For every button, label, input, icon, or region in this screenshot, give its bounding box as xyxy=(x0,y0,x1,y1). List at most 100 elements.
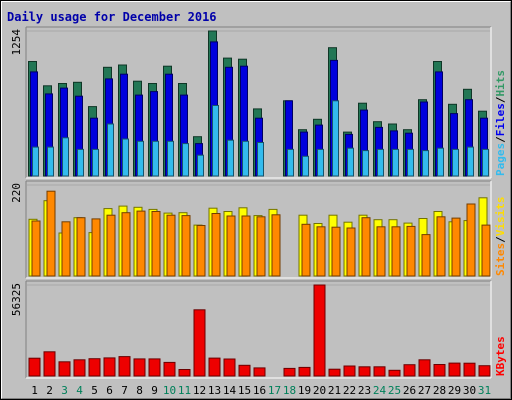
panel-legend: Pages/Files/Hits xyxy=(494,70,507,176)
bar-kbytes-day-4 xyxy=(73,359,86,377)
x-tick-label-day-23: 23 xyxy=(358,384,371,397)
bar-pages-day-2 xyxy=(47,146,54,177)
bar-kbytes-day-9 xyxy=(148,358,161,377)
bar-sites-day-2 xyxy=(46,190,56,277)
panel-max-label: 56325 xyxy=(10,283,23,316)
bar-pages-day-3 xyxy=(62,137,69,177)
bar-pages-day-29 xyxy=(452,148,459,177)
bar-kbytes-day-5 xyxy=(88,358,101,377)
panel-max-label: 220 xyxy=(10,183,23,203)
bar-pages-day-23 xyxy=(362,150,369,177)
x-tick-label-day-21: 21 xyxy=(328,384,341,397)
x-tick-label-day-5: 5 xyxy=(91,384,98,397)
bar-sites-day-20 xyxy=(316,226,326,277)
chart-title: Daily usage for December 2016 xyxy=(7,10,217,24)
bar-pages-day-11 xyxy=(182,143,189,177)
chart-panels: 1254Pages/Files/Hits220Sites/Visits56325… xyxy=(10,26,507,379)
legend-item: Visits xyxy=(494,197,507,237)
bar-kbytes-day-21 xyxy=(328,368,341,377)
x-tick-label-day-26: 26 xyxy=(403,384,416,397)
x-tick-label-day-7: 7 xyxy=(121,384,128,397)
bar-kbytes-day-25 xyxy=(388,369,401,377)
bar-sites-day-1 xyxy=(31,220,41,277)
bar-kbytes-day-15 xyxy=(238,364,251,377)
bar-sites-day-27 xyxy=(421,234,431,277)
x-tick-label-day-31: 31 xyxy=(478,384,491,397)
x-tick-label-day-25: 25 xyxy=(388,384,401,397)
bar-sites-day-30 xyxy=(466,203,476,277)
x-tick-label-day-28: 28 xyxy=(433,384,446,397)
x-axis-labels: 1 2 3 4 5 6 7 8 9 10 11 12 13 14 15 16 17 18 19 20 21 22 23 24 2… xyxy=(31,384,491,397)
x-tick-label-day-6: 6 xyxy=(106,384,113,397)
x-tick-label-day-8: 8 xyxy=(136,384,143,397)
series-pages xyxy=(32,100,489,177)
bar-pages-day-25 xyxy=(392,148,399,177)
x-tick-label-day-19: 19 xyxy=(298,384,311,397)
bar-pages-day-16 xyxy=(257,142,264,177)
bar-sites-day-26 xyxy=(406,225,416,277)
bar-kbytes-day-8 xyxy=(133,358,146,377)
panel-max-label: 1254 xyxy=(10,29,23,56)
bar-pages-day-26 xyxy=(407,148,414,177)
legend-item: / xyxy=(494,136,507,143)
bar-pages-day-24 xyxy=(377,148,384,177)
bar-kbytes-day-31 xyxy=(478,365,491,377)
bar-sites-day-10 xyxy=(166,214,176,277)
series-sites xyxy=(31,190,491,277)
x-tick-label-day-11: 11 xyxy=(178,384,191,397)
bar-kbytes-day-22 xyxy=(343,365,356,377)
bar-sites-day-11 xyxy=(181,215,191,277)
bar-pages-day-4 xyxy=(77,148,84,177)
bar-kbytes-day-6 xyxy=(103,357,116,377)
panel-3: 56325 KBytes xyxy=(10,280,507,379)
series-kbytes xyxy=(28,284,491,377)
bar-pages-day-8 xyxy=(137,140,144,177)
x-tick-label-day-3: 3 xyxy=(61,384,68,397)
bar-sites-day-12 xyxy=(196,225,206,277)
bar-kbytes-day-3 xyxy=(58,361,71,377)
x-tick-label-day-29: 29 xyxy=(448,384,461,397)
x-tick-label-day-4: 4 xyxy=(76,384,83,397)
bar-kbytes-day-20 xyxy=(313,284,326,377)
bar-kbytes-day-16 xyxy=(253,367,266,377)
bar-pages-day-5 xyxy=(92,148,99,177)
x-tick-label-day-16: 16 xyxy=(253,384,266,397)
x-tick-label-day-17: 17 xyxy=(268,384,281,397)
bar-pages-day-22 xyxy=(347,147,354,177)
bar-kbytes-day-23 xyxy=(358,366,371,377)
panel-legend: Sites/Visits xyxy=(494,197,507,277)
x-tick-label-day-10: 10 xyxy=(163,384,176,397)
bar-sites-day-9 xyxy=(151,211,161,277)
bar-kbytes-day-1 xyxy=(28,357,41,377)
x-tick-label-day-22: 22 xyxy=(343,384,356,397)
bar-kbytes-day-11 xyxy=(178,369,191,377)
x-tick-label-day-15: 15 xyxy=(238,384,251,397)
legend-item: KBytes xyxy=(494,336,507,376)
legend-item: Files xyxy=(494,103,507,136)
legend-item: / xyxy=(494,236,507,243)
x-tick-label-day-14: 14 xyxy=(223,384,237,397)
bar-pages-day-20 xyxy=(317,148,324,177)
legend-item: Sites xyxy=(494,243,507,276)
legend-item: Hits xyxy=(494,70,507,97)
bar-kbytes-day-24 xyxy=(373,366,386,377)
bar-pages-day-1 xyxy=(32,146,39,177)
bar-sites-day-15 xyxy=(241,215,251,277)
bar-kbytes-day-14 xyxy=(223,358,236,377)
bar-pages-day-18 xyxy=(287,148,294,177)
panel-1: 1254 Pages/Files/Hits xyxy=(10,26,507,179)
x-tick-label-day-13: 13 xyxy=(208,384,221,397)
bar-sites-day-5 xyxy=(91,218,101,277)
bar-kbytes-day-30 xyxy=(463,362,476,377)
bar-kbytes-day-26 xyxy=(403,364,416,377)
bar-kbytes-day-7 xyxy=(118,356,131,377)
bar-sites-day-24 xyxy=(376,226,386,277)
legend-item: / xyxy=(494,96,507,103)
bar-sites-day-23 xyxy=(361,217,371,277)
bar-pages-day-15 xyxy=(242,140,249,177)
bar-kbytes-day-28 xyxy=(433,364,446,377)
bar-sites-day-22 xyxy=(346,227,356,277)
bar-sites-day-29 xyxy=(451,217,461,277)
